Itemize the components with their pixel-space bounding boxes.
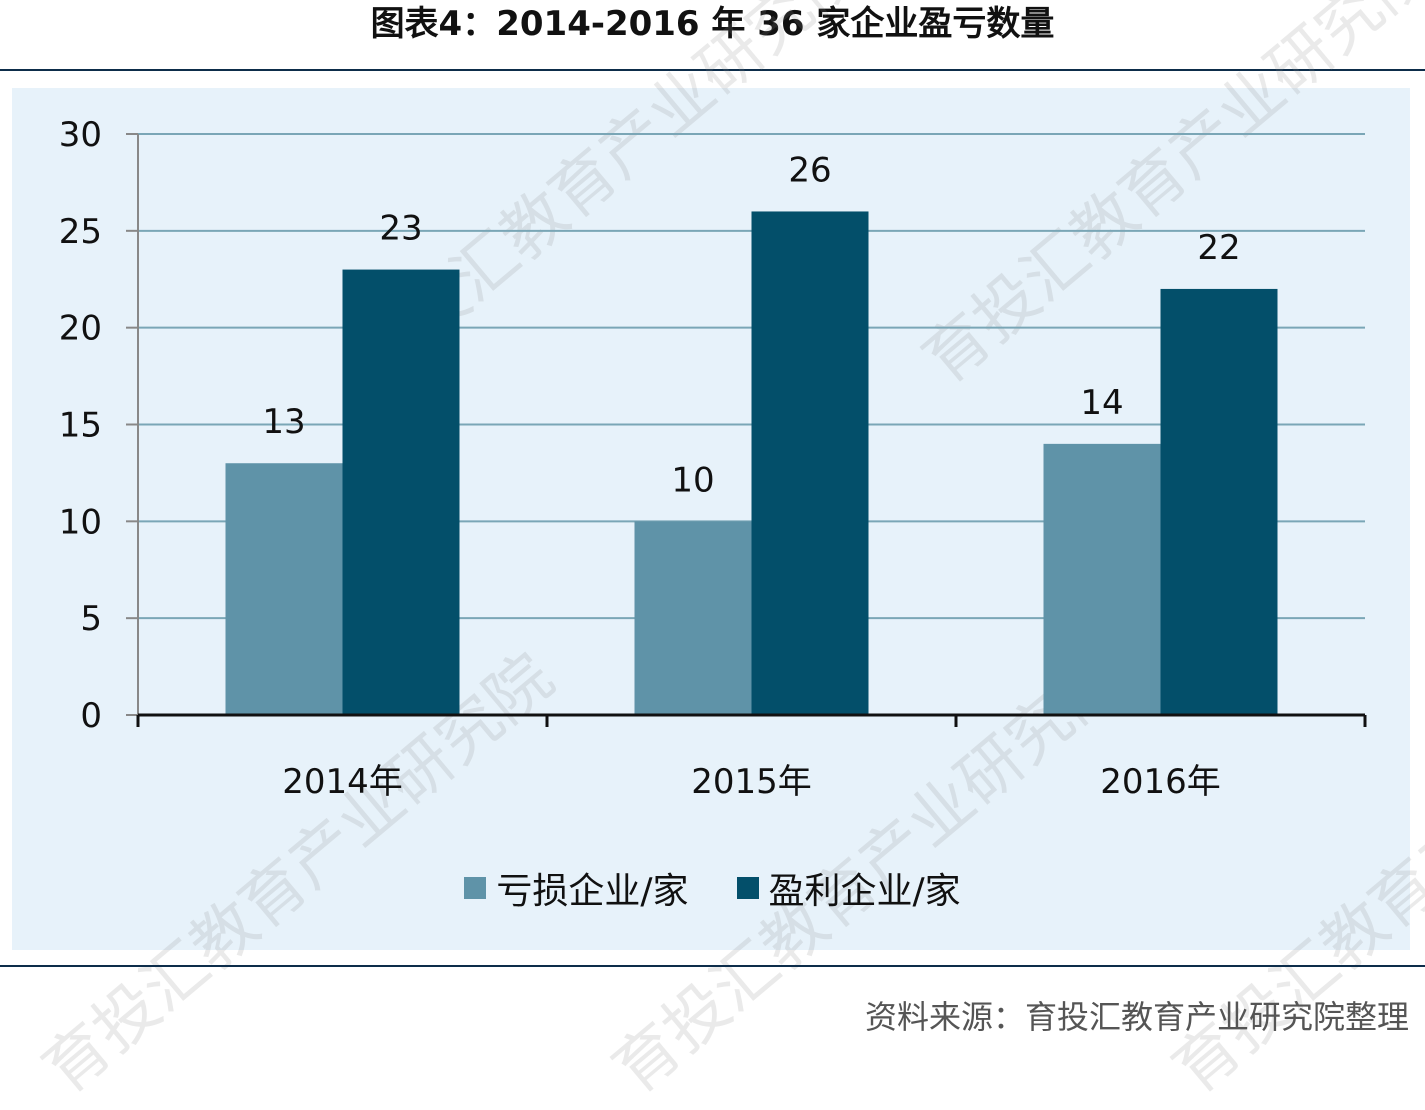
legend-item-loss: 亏损企业/家 — [464, 862, 689, 914]
bar-chart: 0 5 10 15 20 25 30 13 23 2014年 10 26 2015年 14 22 2016年 — [59, 115, 1367, 802]
bar-loss — [1043, 443, 1161, 715]
data-label: 26 — [788, 150, 831, 190]
bottom-rule — [0, 965, 1425, 967]
legend-swatch-profit — [736, 877, 759, 899]
legend-label-loss: 亏损企业/家 — [496, 871, 689, 912]
data-label: 23 — [379, 209, 422, 249]
bar-profit — [1160, 288, 1278, 715]
bar-profit — [342, 269, 460, 715]
bar-loss — [634, 521, 752, 715]
x-tick-label: 2015年 — [691, 762, 812, 802]
y-tick-label: 30 — [59, 115, 102, 155]
y-tick-label: 10 — [59, 502, 102, 542]
legend-label-profit: 盈利企业/家 — [768, 871, 961, 912]
y-tick-label: 0 — [80, 696, 102, 736]
y-tick-label: 15 — [59, 406, 102, 446]
data-label: 14 — [1080, 383, 1123, 423]
top-rule — [0, 69, 1425, 71]
y-tick-label: 25 — [59, 212, 102, 252]
legend: 亏损企业/家 盈利企业/家 — [0, 858, 1425, 918]
chart-title: 图表4：2014-2016 年 36 家企业盈亏数量 — [370, 4, 1055, 44]
legend-item-profit: 盈利企业/家 — [736, 862, 961, 914]
data-label: 22 — [1197, 228, 1240, 268]
x-tick-label: 2014年 — [282, 762, 403, 802]
data-label: 13 — [262, 402, 305, 442]
data-label: 10 — [671, 460, 714, 500]
y-tick-label: 20 — [59, 309, 102, 349]
bar-profit — [751, 211, 869, 715]
x-tick-label: 2016年 — [1100, 762, 1221, 802]
legend-swatch-loss — [464, 877, 487, 899]
bar-loss — [225, 463, 343, 715]
y-tick-label: 5 — [80, 599, 102, 639]
source-note: 资料来源：育投汇教育产业研究院整理 — [864, 998, 1409, 1036]
